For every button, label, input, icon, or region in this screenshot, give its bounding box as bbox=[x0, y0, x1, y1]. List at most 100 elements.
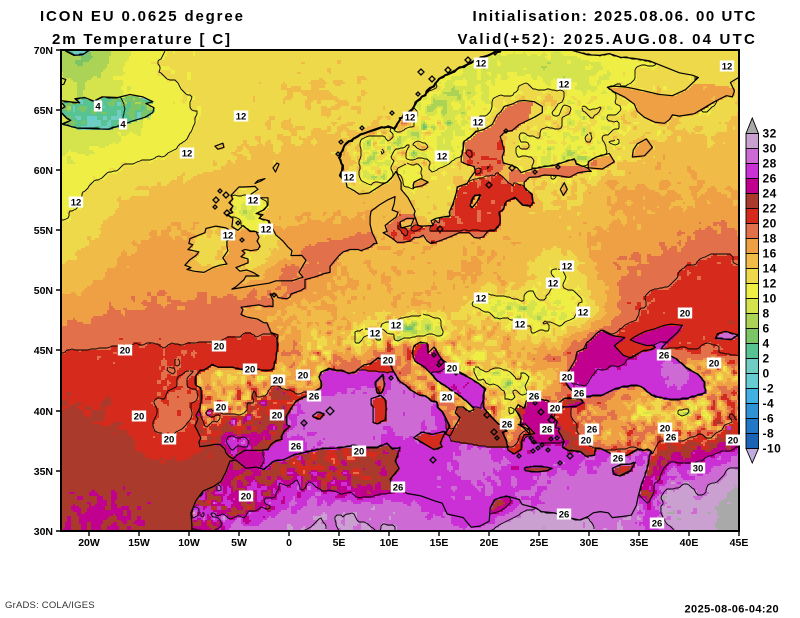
svg-text:20: 20 bbox=[383, 356, 394, 367]
svg-text:26: 26 bbox=[393, 483, 404, 494]
svg-text:-8: -8 bbox=[763, 427, 775, 441]
svg-text:20: 20 bbox=[120, 346, 131, 357]
svg-text:26: 26 bbox=[659, 351, 670, 362]
svg-text:GrADS: COLA/IGES: GrADS: COLA/IGES bbox=[5, 600, 95, 611]
svg-text:12: 12 bbox=[559, 80, 570, 91]
svg-text:20: 20 bbox=[763, 217, 777, 231]
svg-text:20: 20 bbox=[728, 436, 739, 447]
svg-text:20: 20 bbox=[214, 342, 225, 353]
svg-text:26: 26 bbox=[666, 433, 677, 444]
svg-text:26: 26 bbox=[291, 442, 302, 453]
svg-text:4: 4 bbox=[95, 102, 101, 113]
svg-text:12: 12 bbox=[71, 198, 82, 209]
svg-text:32: 32 bbox=[763, 127, 777, 141]
svg-text:12: 12 bbox=[236, 112, 247, 123]
svg-text:50N: 50N bbox=[34, 285, 53, 297]
svg-text:20E: 20E bbox=[480, 537, 499, 549]
svg-text:20W: 20W bbox=[78, 537, 100, 549]
svg-text:4: 4 bbox=[120, 120, 126, 131]
svg-text:30N: 30N bbox=[34, 526, 53, 538]
svg-text:12: 12 bbox=[562, 262, 573, 273]
svg-text:16: 16 bbox=[763, 247, 777, 261]
svg-text:20: 20 bbox=[550, 404, 561, 415]
svg-text:12: 12 bbox=[476, 59, 487, 70]
svg-text:0: 0 bbox=[286, 537, 292, 549]
svg-text:20: 20 bbox=[581, 436, 592, 447]
svg-text:40N: 40N bbox=[34, 406, 53, 418]
svg-text:12: 12 bbox=[344, 173, 355, 184]
svg-text:12: 12 bbox=[223, 231, 234, 242]
svg-text:12: 12 bbox=[722, 62, 733, 73]
svg-text:15W: 15W bbox=[128, 537, 150, 549]
svg-text:10: 10 bbox=[763, 292, 777, 306]
svg-text:30: 30 bbox=[763, 142, 777, 156]
svg-text:12: 12 bbox=[405, 113, 416, 124]
svg-text:5E: 5E bbox=[333, 537, 346, 549]
svg-text:6: 6 bbox=[763, 322, 770, 336]
svg-text:Valid(+52): 2025.AUG.08. 04 UT: Valid(+52): 2025.AUG.08. 04 UTC bbox=[457, 31, 757, 48]
svg-text:20: 20 bbox=[680, 309, 691, 320]
svg-text:25E: 25E bbox=[530, 537, 549, 549]
svg-text:-10: -10 bbox=[763, 442, 782, 456]
svg-text:28: 28 bbox=[763, 157, 777, 171]
svg-text:26: 26 bbox=[763, 172, 777, 186]
svg-text:Initialisation: 2025.08.06. 00: Initialisation: 2025.08.06. 00 UTC bbox=[473, 8, 757, 25]
svg-text:2m Temperature [ C]: 2m Temperature [ C] bbox=[52, 31, 232, 48]
svg-text:12: 12 bbox=[473, 118, 484, 129]
svg-text:-4: -4 bbox=[763, 397, 775, 411]
svg-text:20: 20 bbox=[660, 424, 671, 435]
svg-text:12: 12 bbox=[763, 277, 777, 291]
svg-text:10E: 10E bbox=[380, 537, 399, 549]
svg-text:30E: 30E bbox=[580, 537, 599, 549]
svg-text:45N: 45N bbox=[34, 345, 53, 357]
svg-text:22: 22 bbox=[763, 202, 777, 216]
svg-text:20: 20 bbox=[709, 359, 720, 370]
svg-text:20: 20 bbox=[298, 371, 309, 382]
svg-text:20: 20 bbox=[134, 412, 145, 423]
svg-text:26: 26 bbox=[559, 510, 570, 521]
svg-text:20: 20 bbox=[245, 365, 256, 376]
svg-text:0: 0 bbox=[763, 367, 770, 381]
svg-text:55N: 55N bbox=[34, 225, 53, 237]
svg-text:12: 12 bbox=[515, 320, 526, 331]
svg-text:12: 12 bbox=[370, 329, 381, 340]
svg-text:12: 12 bbox=[391, 321, 402, 332]
svg-text:65N: 65N bbox=[34, 105, 53, 117]
svg-text:-6: -6 bbox=[763, 412, 775, 426]
svg-text:20: 20 bbox=[241, 492, 252, 503]
svg-text:12: 12 bbox=[437, 152, 448, 163]
svg-text:20: 20 bbox=[216, 403, 227, 414]
svg-text:-2: -2 bbox=[763, 382, 775, 396]
svg-text:20: 20 bbox=[442, 393, 453, 404]
svg-text:40E: 40E bbox=[680, 537, 699, 549]
svg-text:70N: 70N bbox=[34, 45, 53, 57]
svg-text:20: 20 bbox=[272, 411, 283, 422]
svg-text:24: 24 bbox=[763, 187, 777, 201]
svg-text:20: 20 bbox=[354, 447, 365, 458]
svg-text:20: 20 bbox=[273, 376, 284, 387]
svg-text:26: 26 bbox=[542, 425, 553, 436]
svg-text:ICON EU 0.0625 degree: ICON EU 0.0625 degree bbox=[40, 8, 245, 25]
svg-text:12: 12 bbox=[248, 196, 259, 207]
svg-text:12: 12 bbox=[548, 279, 559, 290]
svg-text:14: 14 bbox=[763, 262, 777, 276]
svg-text:20: 20 bbox=[447, 364, 458, 375]
svg-text:60N: 60N bbox=[34, 165, 53, 177]
svg-text:20: 20 bbox=[164, 435, 175, 446]
svg-text:10W: 10W bbox=[178, 537, 200, 549]
svg-text:26: 26 bbox=[587, 425, 598, 436]
svg-text:26: 26 bbox=[613, 454, 624, 465]
svg-text:26: 26 bbox=[309, 392, 320, 403]
svg-text:26: 26 bbox=[502, 420, 513, 431]
svg-text:12: 12 bbox=[578, 308, 589, 319]
svg-text:12: 12 bbox=[261, 225, 272, 236]
svg-text:15E: 15E bbox=[430, 537, 449, 549]
svg-text:2025-08-06-04:20: 2025-08-06-04:20 bbox=[685, 604, 779, 616]
svg-text:45E: 45E bbox=[730, 537, 749, 549]
svg-text:26: 26 bbox=[574, 389, 585, 400]
svg-text:4: 4 bbox=[763, 337, 770, 351]
svg-text:18: 18 bbox=[763, 232, 777, 246]
svg-text:26: 26 bbox=[652, 519, 663, 530]
svg-text:2: 2 bbox=[763, 352, 770, 366]
svg-text:12: 12 bbox=[476, 294, 487, 305]
